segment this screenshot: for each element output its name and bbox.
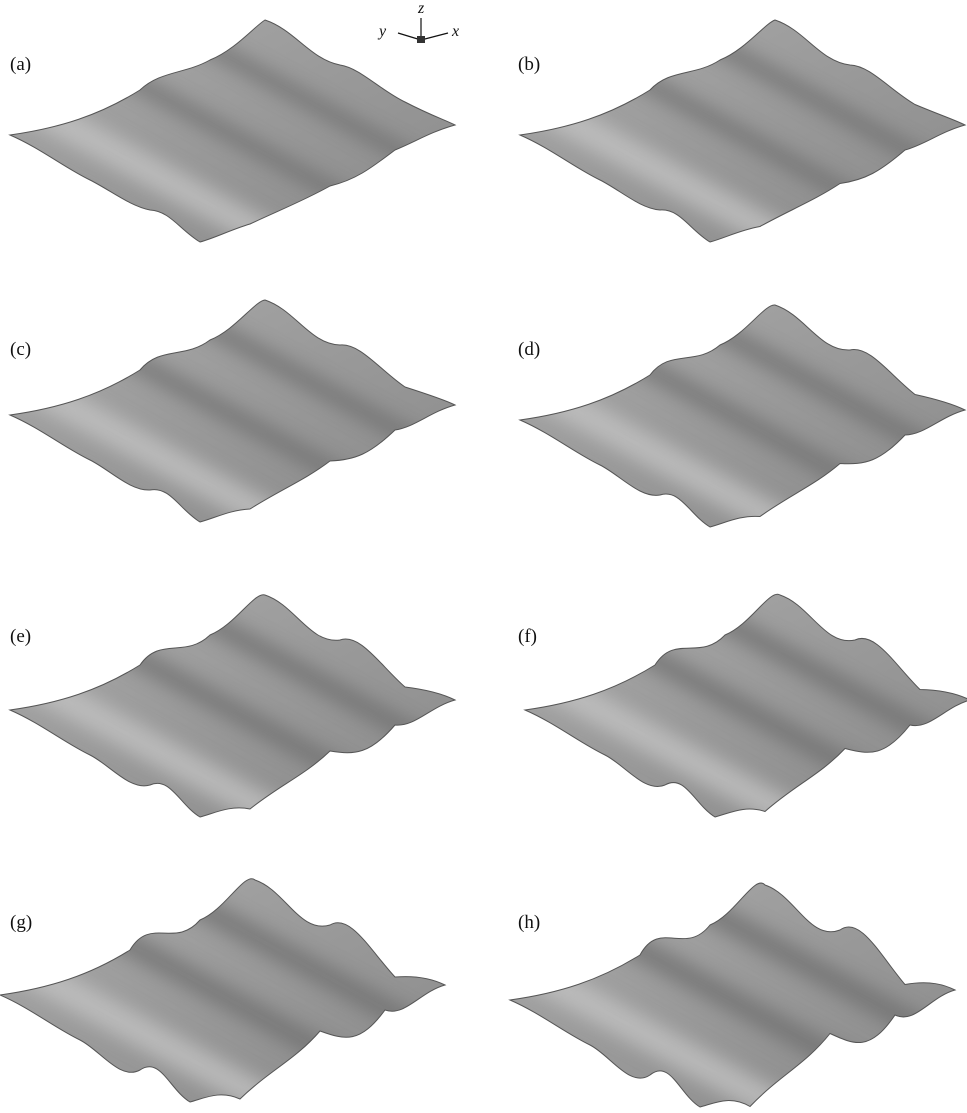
ridges (525, 594, 967, 817)
surface-edge (8, 19, 457, 243)
axis-label: x (451, 23, 459, 40)
surface-panel (8, 19, 457, 243)
surface-edge (523, 593, 967, 818)
ridges (520, 20, 965, 242)
panel-label: (c) (10, 339, 31, 360)
surface-edge (518, 304, 967, 528)
surface-panel (8, 594, 457, 818)
surface-panel (8, 299, 457, 523)
axis-indicator: z y x (377, 0, 459, 43)
surface-panel (508, 882, 957, 1108)
ridges (10, 300, 455, 522)
panel-label: (a) (10, 54, 31, 75)
panel-label: (b) (518, 54, 540, 75)
surface-panel (518, 304, 967, 528)
panel-label: (h) (518, 912, 540, 933)
ridges (520, 304, 965, 527)
surface-edge (508, 882, 957, 1108)
surface-panel (518, 19, 967, 243)
panel-label: (e) (10, 626, 31, 647)
panel-label: (d) (518, 339, 540, 360)
ridges (10, 594, 455, 818)
panel-label: (g) (10, 912, 32, 933)
surface-panel (523, 593, 967, 818)
axis-label: y (377, 23, 387, 40)
surface-edge (518, 19, 967, 243)
surface-edge (8, 594, 457, 818)
axis-label: z (417, 0, 425, 17)
surface-panel (0, 878, 447, 1103)
surface-edge (0, 878, 447, 1103)
panels: (a) (b) (c) (d) (e) (f) (g) (h) (0, 19, 967, 1108)
surface-edge (8, 299, 457, 523)
panel-label: (f) (518, 626, 537, 647)
